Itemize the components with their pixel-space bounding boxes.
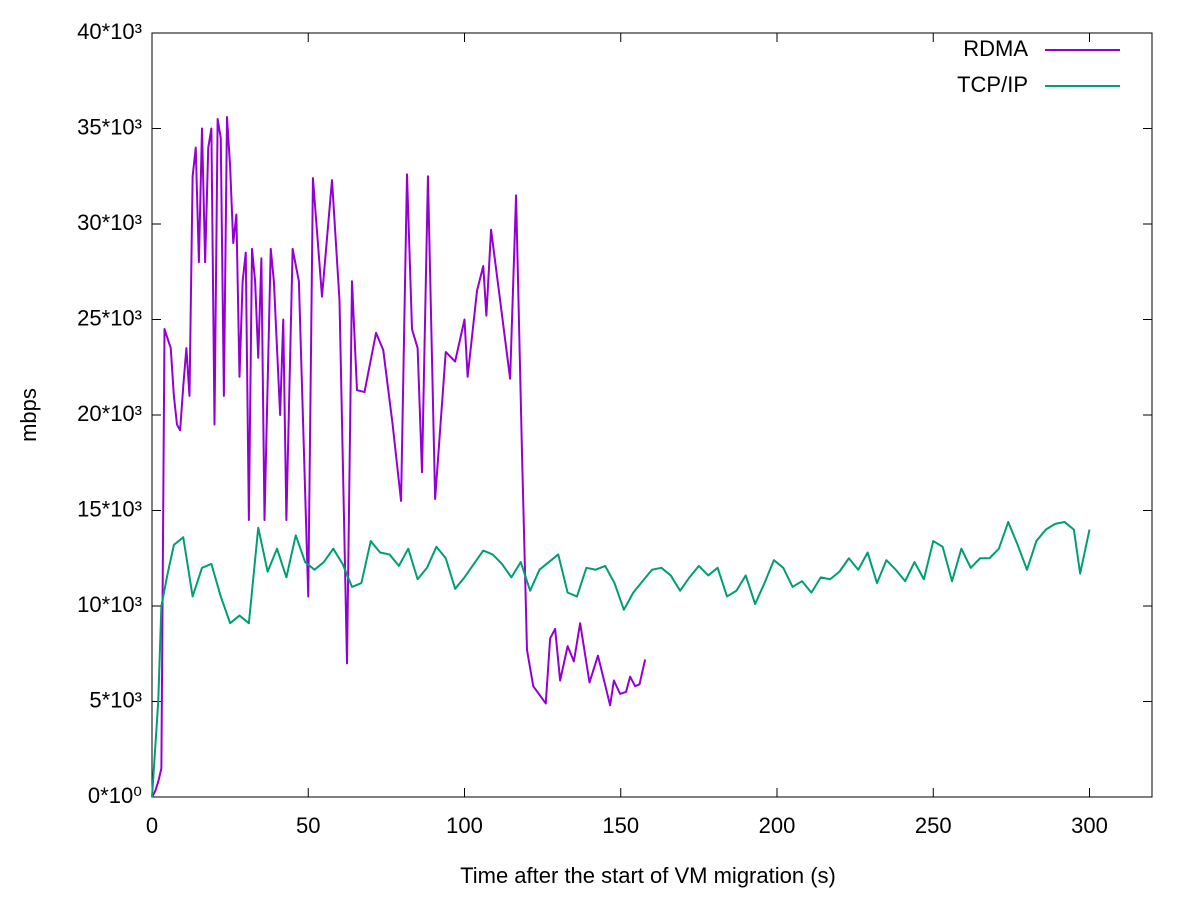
y-tick-label: 10*10³: [77, 592, 142, 617]
y-tick-label: 25*10³: [77, 305, 142, 330]
data-line: [151, 116, 647, 798]
y-tick-label: 40*10³: [77, 19, 142, 44]
y-tick-label: 5*10³: [89, 687, 142, 712]
x-axis-label: Time after the start of VM migration (s): [460, 863, 836, 888]
x-tick-label: 100: [446, 813, 483, 838]
x-tick-label: 300: [1071, 813, 1108, 838]
x-tick-label: 200: [759, 813, 796, 838]
y-tick-label: 20*10³: [77, 401, 142, 426]
x-tick-label: 50: [296, 813, 320, 838]
legend-label: RDMA: [963, 36, 1028, 61]
y-tick-label: 30*10³: [77, 210, 142, 235]
x-tick-label: 0: [146, 813, 158, 838]
y-tick-label: 35*10³: [77, 114, 142, 139]
x-tick-label: 150: [602, 813, 639, 838]
y-tick-label: 0*10⁰: [88, 783, 142, 808]
data-line: [151, 520, 1091, 798]
legend-label: TCP/IP: [957, 72, 1028, 97]
y-axis-label: mbps: [16, 388, 41, 442]
y-tick-label: 15*10³: [77, 496, 142, 521]
x-tick-label: 250: [915, 813, 952, 838]
